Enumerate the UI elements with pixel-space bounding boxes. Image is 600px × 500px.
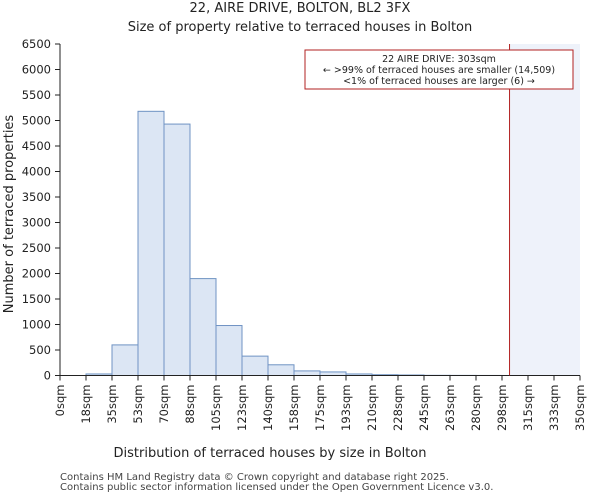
bar (241, 355, 269, 376)
annotation-line: <1% of terraced houses are larger (6) → (343, 76, 535, 87)
bar (215, 325, 243, 376)
x-tick-label: 228sqm (391, 385, 405, 431)
bar (319, 371, 347, 376)
x-tick-label: 350sqm (573, 385, 587, 431)
bar (293, 370, 321, 377)
x-tick-label: 35sqm (105, 385, 119, 424)
y-tick-label: 4000 (22, 165, 51, 179)
x-tick-label: 315sqm (521, 385, 535, 431)
chart-title: 22, AIRE DRIVE, BOLTON, BL2 3FX (189, 1, 411, 16)
bar (137, 110, 165, 376)
bar (267, 364, 295, 377)
x-tick-label: 263sqm (443, 385, 457, 431)
x-tick-label: 193sqm (339, 385, 353, 431)
x-tick-label: 175sqm (313, 385, 327, 431)
x-tick-label: 333sqm (547, 385, 561, 431)
y-axis-label: Number of terraced properties (2, 115, 17, 314)
y-tick-label: 6500 (22, 37, 51, 51)
y-tick-label: 500 (29, 343, 51, 357)
footer-line-2: Contains public sector information licen… (60, 482, 494, 493)
y-tick-label: 3500 (22, 190, 51, 204)
y-tick-label: 5000 (22, 114, 51, 128)
y-tick-label: 3000 (22, 216, 51, 230)
x-tick-label: 280sqm (469, 385, 483, 431)
bar (111, 344, 139, 376)
x-tick-label: 53sqm (131, 385, 145, 424)
x-tick-label: 18sqm (79, 385, 93, 424)
x-tick-label: 298sqm (495, 385, 509, 431)
annotation-line: ← >99% of terraced houses are smaller (1… (323, 65, 555, 76)
larger-region-shade (509, 44, 580, 376)
y-tick-label: 6000 (22, 63, 51, 77)
x-tick-label: 210sqm (365, 385, 379, 431)
x-tick-label: 140sqm (261, 385, 275, 431)
chart-subtitle: Size of property relative to terraced ho… (127, 20, 473, 35)
bar (189, 278, 217, 377)
y-tick-label: 5500 (22, 88, 51, 102)
annotation-box (304, 49, 574, 90)
y-tick-label: 1000 (22, 318, 51, 332)
x-tick-label: 158sqm (287, 385, 301, 431)
annotation-line: 22 AIRE DRIVE: 303sqm (382, 54, 496, 65)
footer-line-1: Contains HM Land Registry data © Crown c… (60, 472, 449, 483)
x-tick-label: 105sqm (209, 385, 223, 431)
y-tick-label: 2500 (22, 241, 51, 255)
bar (163, 123, 191, 376)
x-tick-label: 0sqm (53, 385, 67, 417)
x-tick-label: 70sqm (157, 385, 171, 424)
x-tick-label: 245sqm (417, 385, 431, 431)
y-tick-label: 1500 (22, 292, 51, 306)
y-tick-label: 0 (44, 369, 51, 383)
x-axis-label: Distribution of terraced houses by size … (114, 446, 427, 461)
y-tick-label: 4500 (22, 139, 51, 153)
x-tick-label: 123sqm (235, 385, 249, 431)
x-tick-label: 88sqm (183, 385, 197, 424)
y-tick-label: 2000 (22, 267, 51, 281)
